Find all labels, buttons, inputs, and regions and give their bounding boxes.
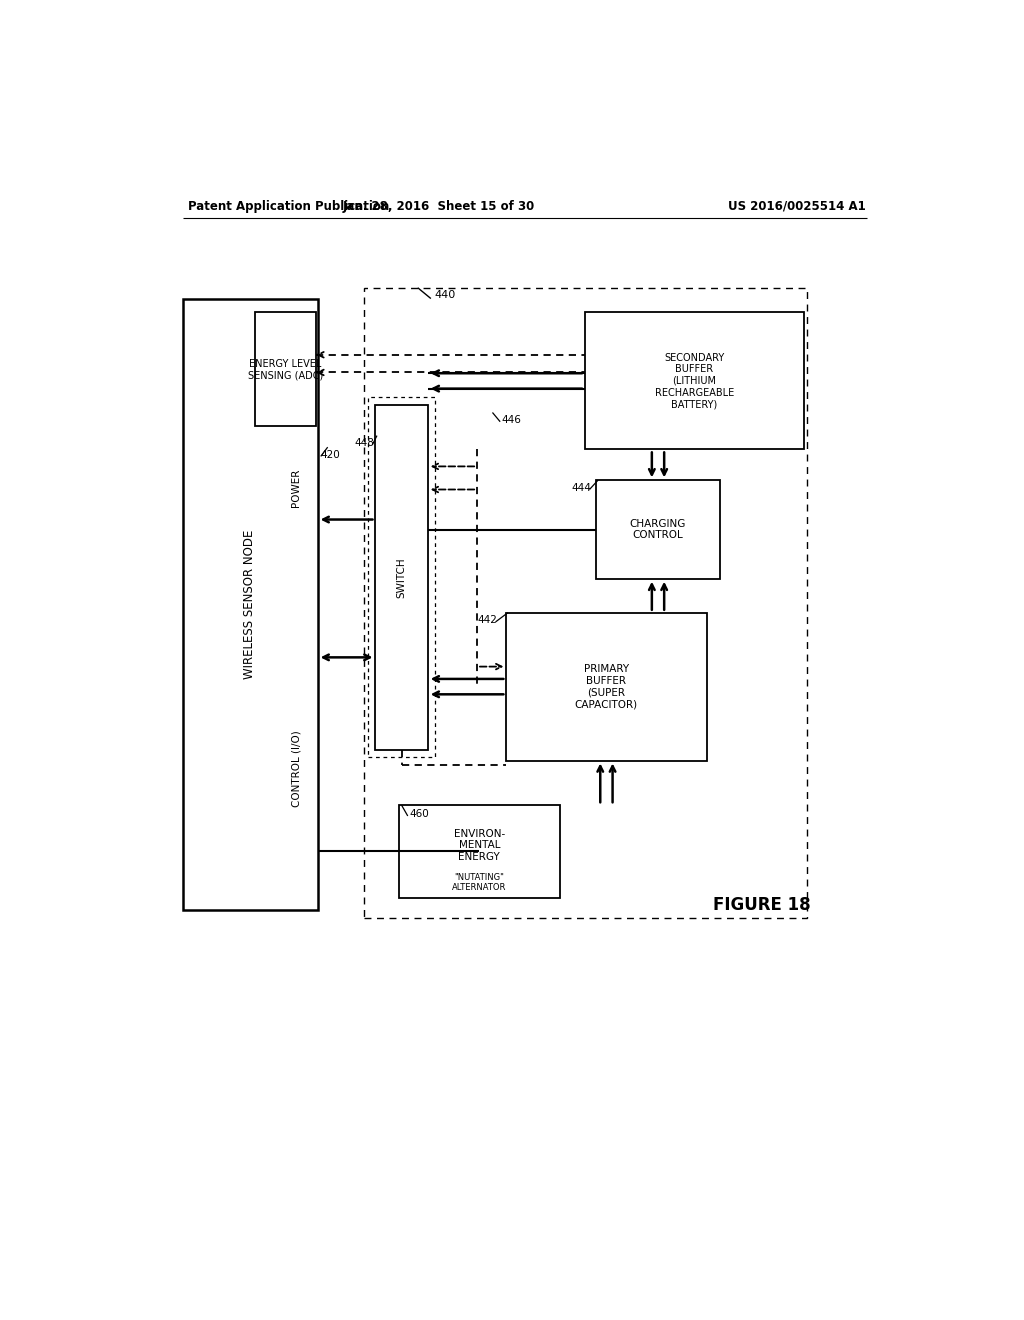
Text: SWITCH: SWITCH xyxy=(396,557,407,598)
Text: ENVIRON-
MENTAL
ENERGY: ENVIRON- MENTAL ENERGY xyxy=(454,829,505,862)
Text: 442: 442 xyxy=(477,615,497,626)
Text: CHARGING
CONTROL: CHARGING CONTROL xyxy=(630,519,686,540)
Text: 460: 460 xyxy=(410,809,429,820)
Text: CONTROL (I/O): CONTROL (I/O) xyxy=(291,731,301,808)
Text: 440: 440 xyxy=(434,290,456,301)
Text: POWER: POWER xyxy=(291,469,301,507)
Text: 444: 444 xyxy=(571,483,591,492)
Text: Patent Application Publication: Patent Application Publication xyxy=(188,199,389,213)
Text: SECONDARY
BUFFER
(LITHIUM
RECHARGEABLE
BATTERY): SECONDARY BUFFER (LITHIUM RECHARGEABLE B… xyxy=(654,352,734,409)
Text: US 2016/0025514 A1: US 2016/0025514 A1 xyxy=(728,199,866,213)
Bar xyxy=(506,612,707,760)
Text: ENERGY LEVEL
SENSING (ADC): ENERGY LEVEL SENSING (ADC) xyxy=(248,359,323,380)
Text: FIGURE 18: FIGURE 18 xyxy=(713,896,811,915)
Bar xyxy=(585,313,804,449)
Text: PRIMARY
BUFFER
(SUPER
CAPACITOR): PRIMARY BUFFER (SUPER CAPACITOR) xyxy=(574,664,638,709)
Bar xyxy=(364,288,807,917)
Text: "NUTATING"
ALTERNATOR: "NUTATING" ALTERNATOR xyxy=(453,873,507,892)
Bar xyxy=(368,397,435,758)
Bar xyxy=(596,480,720,579)
Bar xyxy=(255,313,316,426)
Bar xyxy=(398,805,560,898)
Text: 448: 448 xyxy=(354,438,374,449)
Text: Jan. 28, 2016  Sheet 15 of 30: Jan. 28, 2016 Sheet 15 of 30 xyxy=(342,199,535,213)
Text: WIRELESS SENSOR NODE: WIRELESS SENSOR NODE xyxy=(244,529,256,678)
Bar xyxy=(376,405,428,750)
Bar xyxy=(183,300,317,909)
Text: 446: 446 xyxy=(502,416,521,425)
Text: 420: 420 xyxy=(321,450,341,459)
